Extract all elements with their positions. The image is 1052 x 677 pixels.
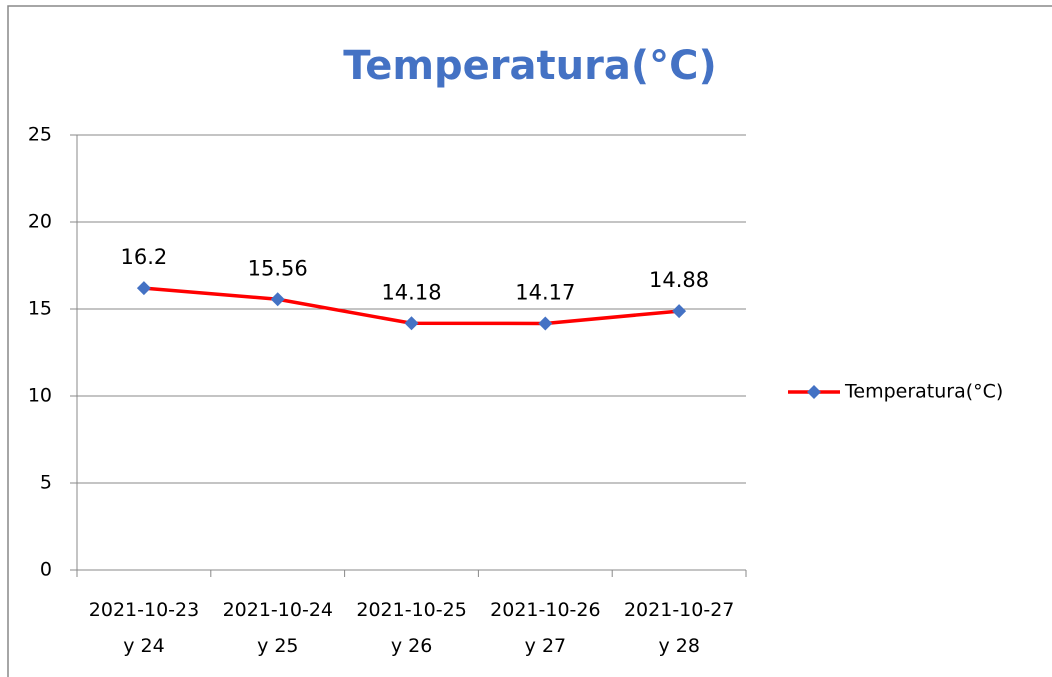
chart-title: Temperatura(°C) <box>343 43 717 89</box>
y-tick-label: 5 <box>40 472 52 494</box>
data-label: 14.88 <box>649 268 709 292</box>
y-tick-label: 15 <box>28 298 52 320</box>
y-tick-label: 0 <box>40 559 52 581</box>
x-tick-label: 2021-10-25 y 26 <box>356 599 467 657</box>
x-tick-label: 2021-10-27 y 28 <box>623 599 735 657</box>
x-tick-label: 2021-10-26 y 27 <box>490 599 601 657</box>
data-label: 14.17 <box>515 280 575 304</box>
marker <box>672 304 687 319</box>
data-label: 15.56 <box>248 256 308 280</box>
x-tick-label: 2021-10-23 y 24 <box>88 599 200 657</box>
x-tick-label: 2021-10-24 y 25 <box>222 599 333 657</box>
legend-marker <box>807 385 821 399</box>
marker <box>404 316 419 331</box>
data-label: 16.2 <box>121 245 168 269</box>
marker <box>538 316 553 331</box>
marker <box>270 292 285 307</box>
legend-label: Temperatura(°C) <box>844 381 1003 403</box>
marker <box>136 281 151 296</box>
y-tick-label: 10 <box>28 385 52 407</box>
y-tick-label: 20 <box>28 211 52 233</box>
y-tick-label: 25 <box>28 124 52 146</box>
chart-border <box>7 5 1052 677</box>
data-label: 14.18 <box>381 280 441 304</box>
